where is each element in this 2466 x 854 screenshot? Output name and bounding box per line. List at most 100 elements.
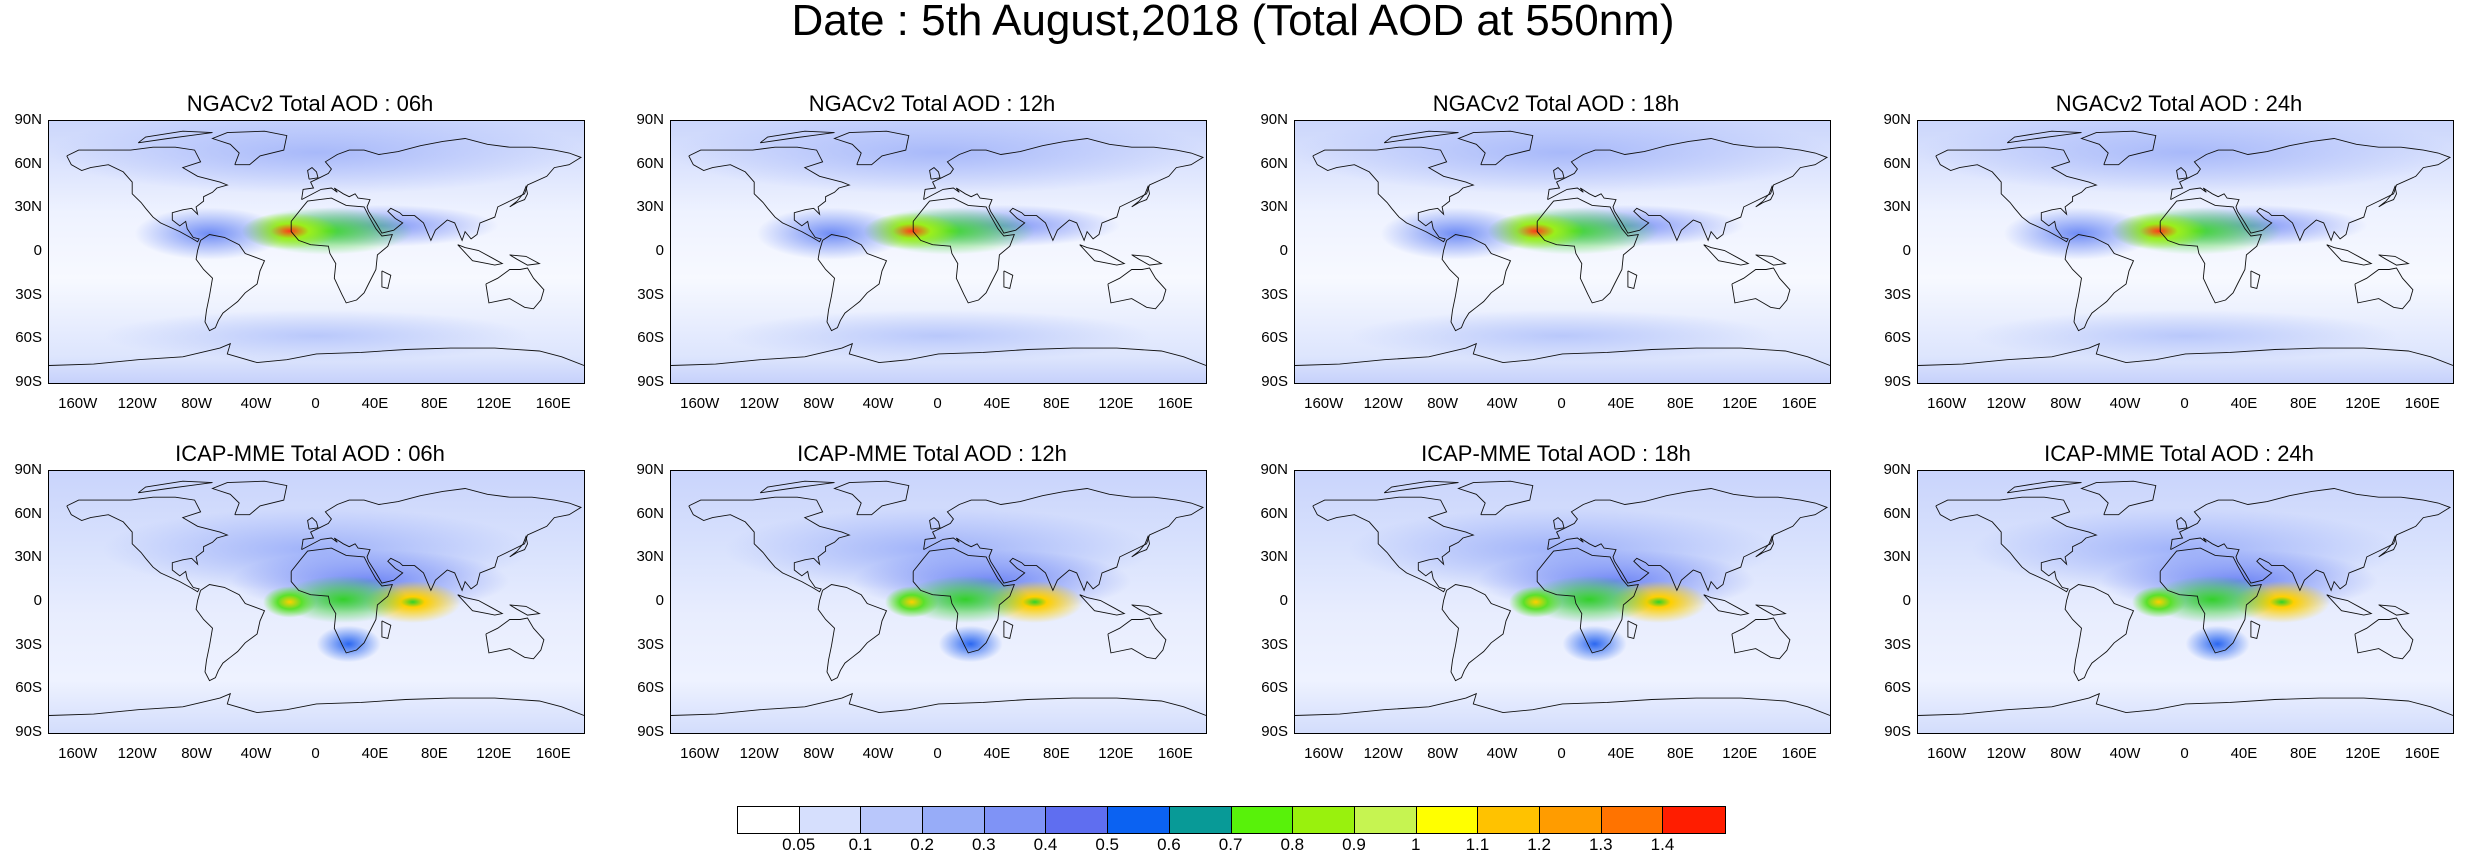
coastline (137, 130, 213, 144)
lat-tick-label: 90N (636, 461, 664, 478)
coastline (1703, 594, 1750, 616)
colorbar-label: 0.9 (1342, 835, 1366, 854)
lon-tick-label: 160W (1927, 395, 1967, 412)
coastline (2159, 547, 2262, 654)
lon-tick-label: 80W (803, 395, 835, 412)
coastline (1131, 184, 1150, 208)
lat-tick-label: 0 (1902, 242, 1911, 259)
aod-map (670, 120, 1207, 384)
coastline (301, 138, 583, 242)
coastline (817, 584, 888, 682)
coastline (2326, 594, 2373, 616)
lat-tick-label: 60S (15, 679, 42, 697)
colorbar-swatch (1539, 807, 1602, 833)
coastline (1079, 594, 1126, 616)
lon-tick-label: 40W (2109, 395, 2141, 412)
colorbar-label: 0.1 (848, 835, 873, 854)
coastline (485, 267, 545, 310)
colorbar-label: 1 (1410, 835, 1421, 854)
colorbar-label: 1.2 (1527, 835, 1551, 854)
lat-tick-label: 60S (1261, 329, 1288, 347)
coastline (457, 244, 504, 266)
lat-tick-label: 60S (1261, 679, 1288, 697)
coastline (1703, 244, 1750, 266)
colorbar-swatch (1601, 807, 1664, 833)
colorbar-label: 0.8 (1280, 835, 1305, 854)
coastline (457, 594, 504, 616)
lon-tick-label: 160E (1781, 745, 1817, 762)
coastline (1295, 342, 1830, 366)
colorbar-swatch (1169, 807, 1232, 833)
panel-title: NGACv2 Total AOD : 24h (2055, 91, 2303, 116)
lat-tick-label: 90N (1260, 461, 1288, 478)
lon-tick-label: 40W (862, 745, 894, 762)
coastline (1003, 620, 1014, 639)
coastline (307, 167, 319, 180)
lon-tick-label: 0 (1557, 395, 1566, 412)
coastline (49, 692, 584, 716)
lon-tick-label: 40E (2230, 395, 2258, 412)
coastline (912, 197, 1015, 304)
lat-tick-label: 30N (636, 198, 664, 216)
colorbar-label: 0.6 (1157, 835, 1181, 854)
lat-tick-label: 30S (15, 635, 42, 653)
lon-tick-label: 160W (680, 395, 720, 412)
lat-tick-label: 30S (1884, 635, 1911, 653)
coastline (381, 270, 392, 289)
lon-tick-label: 40W (1486, 745, 1518, 762)
lat-tick-label: 30N (1260, 198, 1288, 216)
colorbar-swatch (1354, 807, 1417, 833)
colorbar-swatch (861, 807, 924, 833)
lon-tick-label: 80E (2290, 745, 2317, 762)
lon-tick-label: 160W (58, 745, 98, 762)
lon-tick-label: 120E (1722, 395, 1758, 412)
coastline (1553, 517, 1565, 530)
lon-tick-label: 160E (535, 395, 571, 412)
coastline (2159, 197, 2262, 304)
lon-tick-label: 160W (58, 395, 98, 412)
lon-tick-label: 160E (535, 745, 571, 762)
coastline (1312, 496, 1475, 593)
lon-tick-label: 80W (1427, 395, 1459, 412)
lon-tick-label: 80E (1043, 395, 1070, 412)
lat-tick-label: 60N (1883, 504, 1911, 522)
lat-tick-label: 30N (1883, 548, 1911, 566)
lon-tick-label: 160W (1304, 745, 1344, 762)
aod-map (670, 470, 1207, 734)
lon-tick-label: 80W (1427, 745, 1459, 762)
map-panel: ICAP-MME Total AOD : 12h 90N 60N 30N 0 30S 60S… (622, 442, 1222, 772)
aod-map (1294, 470, 1831, 734)
coastline-layer (1295, 130, 1830, 366)
coastline (923, 488, 1205, 592)
lon-tick-label: 40W (2109, 745, 2141, 762)
lat-tick-label: 90S (1261, 723, 1288, 740)
lon-tick-label: 160W (1927, 745, 1967, 762)
lon-tick-label: 80E (421, 745, 448, 762)
coastline (1457, 130, 1534, 166)
lon-tick-label: 160E (2404, 395, 2440, 412)
panel-title: ICAP-MME Total AOD : 12h (797, 441, 1067, 466)
coastline (2080, 130, 2157, 166)
colorbar-swatch (799, 807, 862, 833)
lat-tick-label: 90S (15, 373, 42, 390)
coastline (2354, 267, 2414, 310)
lon-tick-label: 120W (1986, 745, 2026, 762)
lat-tick-label: 30S (1261, 285, 1288, 303)
lon-tick-label: 160W (680, 745, 720, 762)
coastline (2006, 130, 2082, 144)
coastline (1627, 270, 1638, 289)
map-panel: ICAP-MME Total AOD : 24h 90N 60N 30N 0 30S 60S… (1869, 442, 2466, 772)
coastline (49, 342, 584, 366)
coastline-layer (1918, 480, 2453, 716)
lat-tick-label: 30N (636, 548, 664, 566)
coastline (2064, 234, 2135, 332)
lon-tick-label: 120W (739, 395, 779, 412)
coastline (1536, 547, 1639, 654)
coastline (1918, 692, 2453, 716)
lat-tick-label: 60N (1260, 504, 1288, 522)
lat-tick-label: 60N (636, 154, 664, 172)
lon-tick-label: 40E (983, 395, 1011, 412)
coastline (817, 234, 888, 332)
lat-tick-label: 0 (1902, 592, 1911, 609)
lon-tick-label: 80W (2050, 745, 2082, 762)
